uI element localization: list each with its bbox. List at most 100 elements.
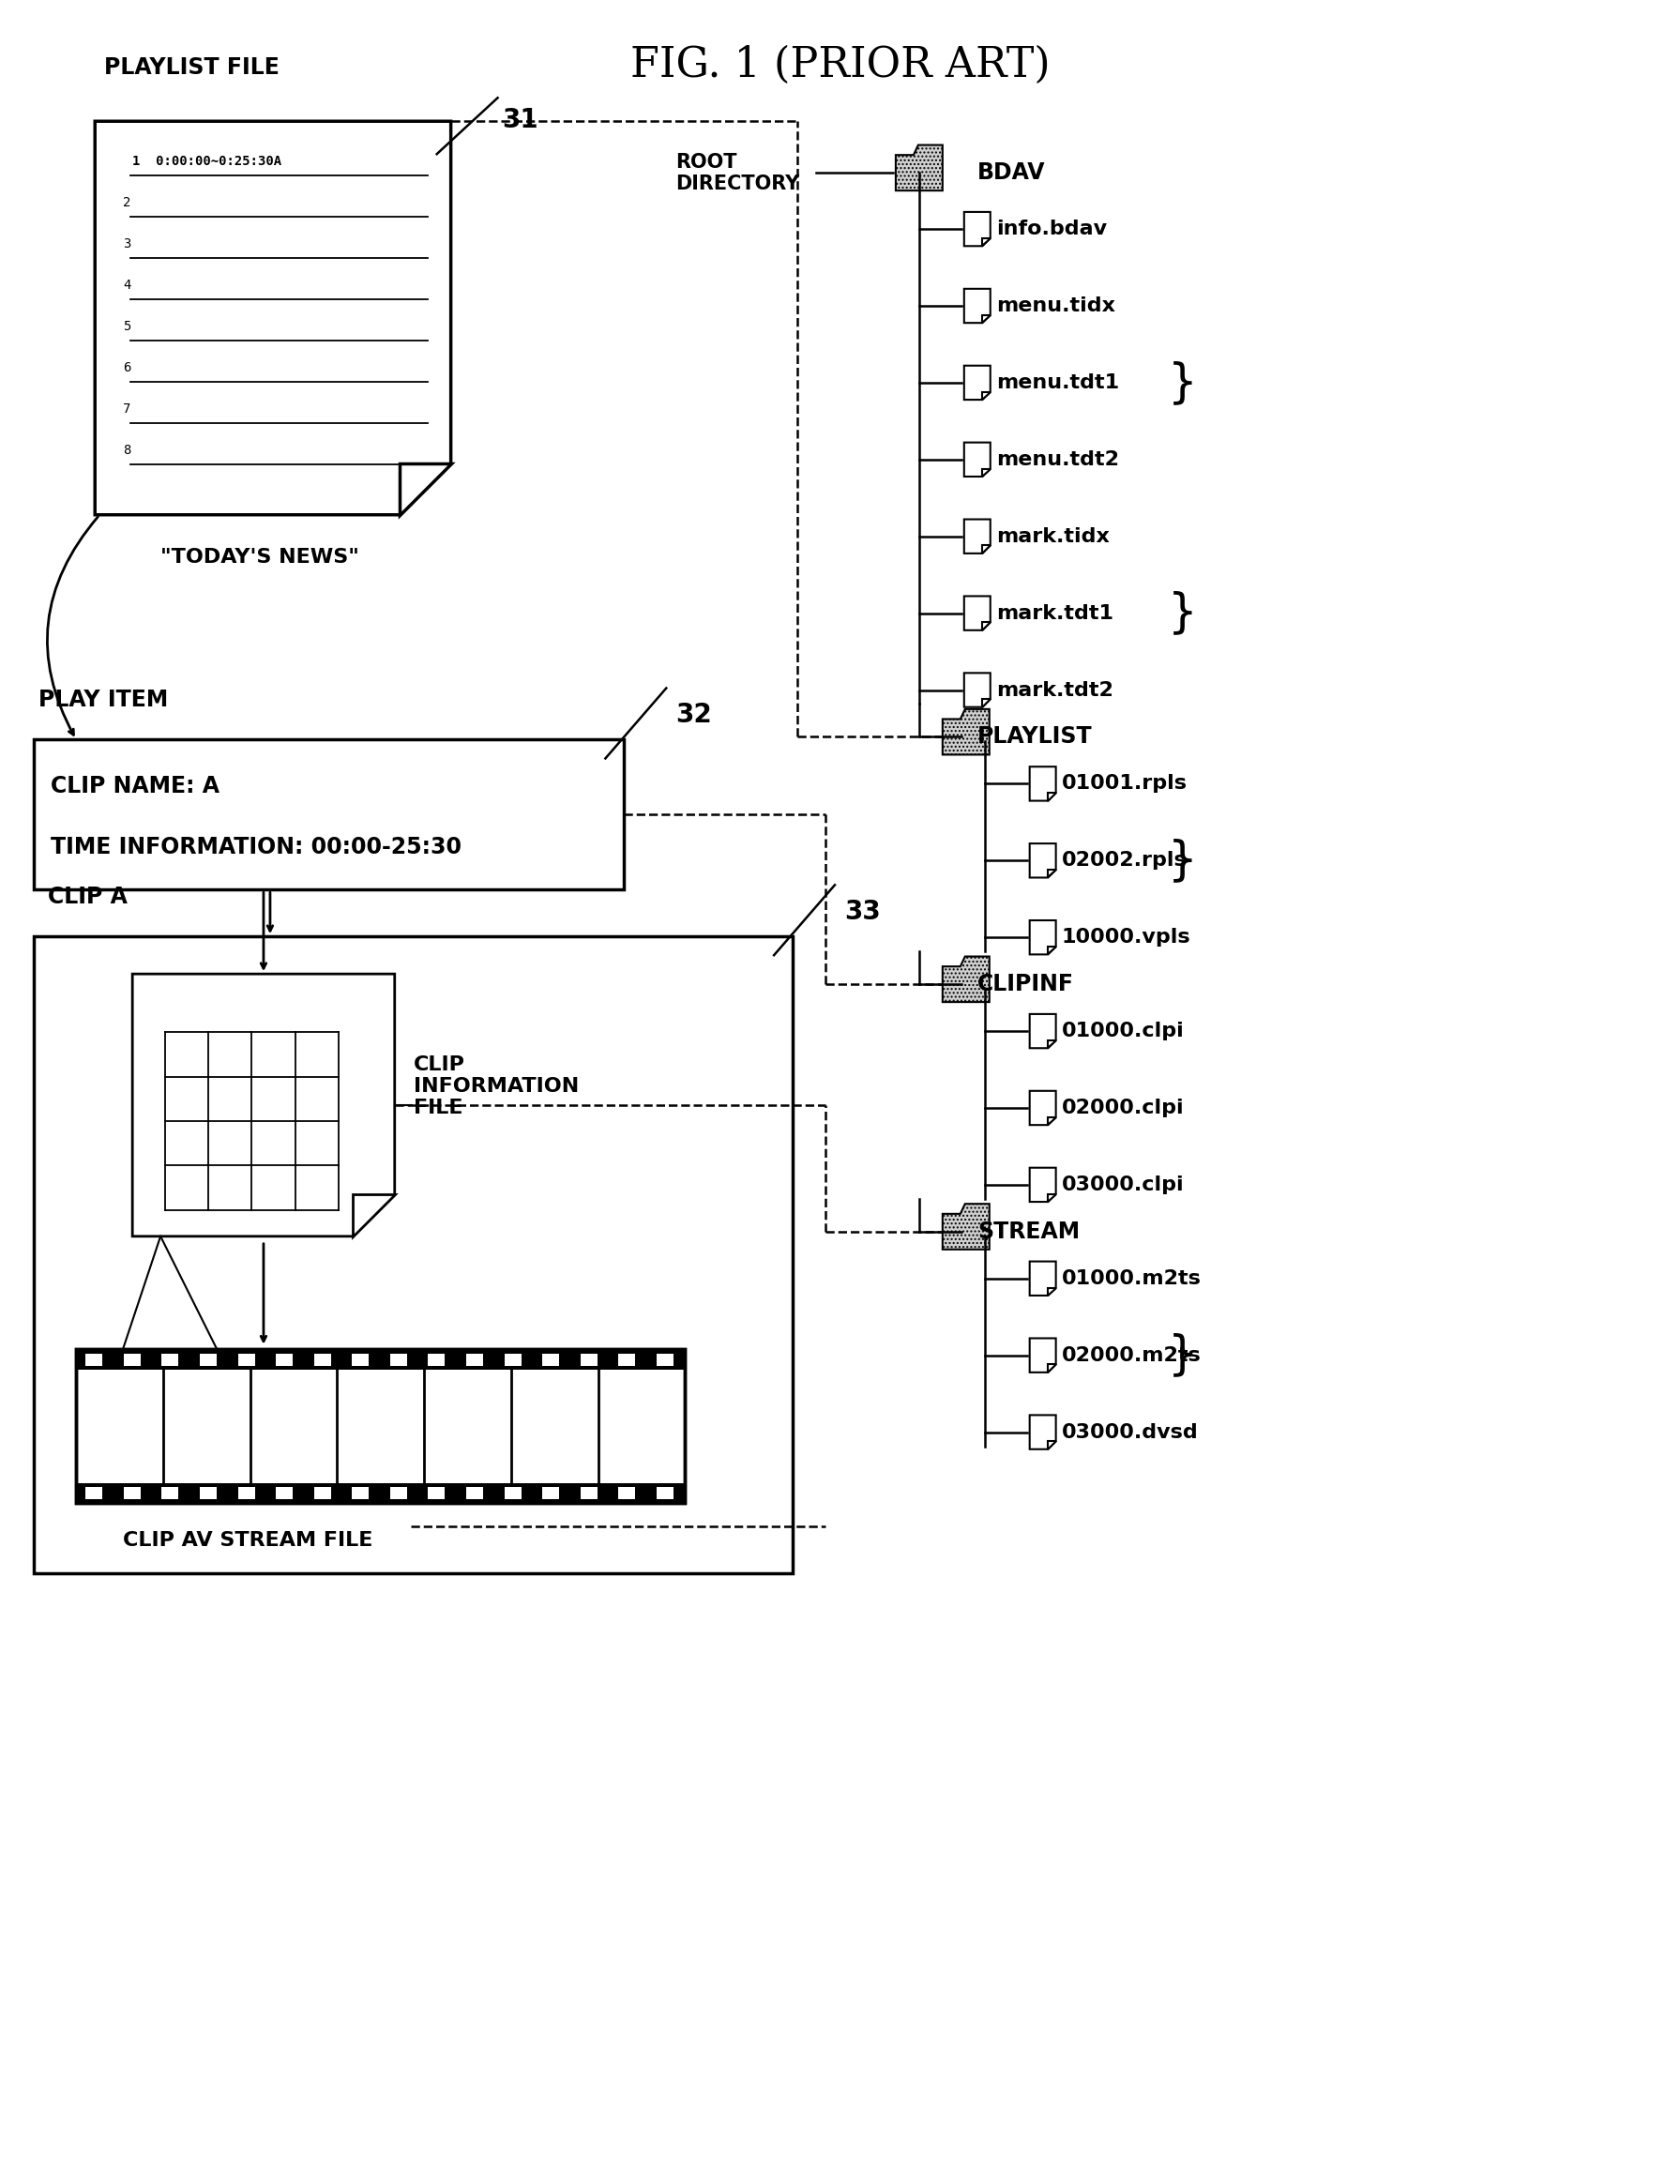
- Text: 4: 4: [123, 280, 131, 293]
- FancyBboxPatch shape: [353, 1354, 370, 1365]
- Text: 6: 6: [123, 360, 131, 373]
- Polygon shape: [1048, 1116, 1055, 1125]
- Polygon shape: [964, 443, 990, 476]
- FancyBboxPatch shape: [467, 1487, 484, 1500]
- Polygon shape: [983, 470, 990, 476]
- Text: 02000.m2ts: 02000.m2ts: [1062, 1345, 1201, 1365]
- Text: }: }: [1168, 839, 1198, 882]
- Text: 8: 8: [123, 443, 131, 456]
- Text: PLAYLIST: PLAYLIST: [978, 725, 1092, 749]
- FancyBboxPatch shape: [124, 1354, 141, 1365]
- Text: 02002.rpls: 02002.rpls: [1062, 852, 1188, 869]
- FancyBboxPatch shape: [86, 1354, 102, 1365]
- FancyBboxPatch shape: [618, 1487, 635, 1500]
- Text: 01000.clpi: 01000.clpi: [1062, 1022, 1184, 1040]
- Text: menu.tdt2: menu.tdt2: [996, 450, 1119, 470]
- FancyBboxPatch shape: [581, 1487, 598, 1500]
- Text: CLIP NAME: A: CLIP NAME: A: [50, 775, 220, 797]
- FancyBboxPatch shape: [504, 1487, 521, 1500]
- Polygon shape: [983, 699, 990, 708]
- Text: mark.tdt1: mark.tdt1: [996, 603, 1114, 622]
- Polygon shape: [1030, 1339, 1055, 1372]
- Polygon shape: [983, 391, 990, 400]
- Polygon shape: [983, 238, 990, 247]
- Text: 03000.clpi: 03000.clpi: [1062, 1175, 1184, 1195]
- Polygon shape: [942, 710, 990, 756]
- Text: "TODAY'S NEWS": "TODAY'S NEWS": [161, 548, 360, 566]
- Text: 2: 2: [123, 197, 131, 210]
- Polygon shape: [353, 1195, 395, 1236]
- Text: BDAV: BDAV: [978, 162, 1045, 183]
- Text: 01001.rpls: 01001.rpls: [1062, 775, 1188, 793]
- Text: 32: 32: [675, 703, 712, 729]
- FancyBboxPatch shape: [239, 1487, 255, 1500]
- Polygon shape: [964, 673, 990, 708]
- FancyBboxPatch shape: [314, 1354, 331, 1365]
- FancyBboxPatch shape: [34, 937, 793, 1575]
- Text: CLIP A: CLIP A: [49, 887, 128, 909]
- Text: menu.tidx: menu.tidx: [996, 297, 1116, 314]
- Polygon shape: [1030, 1415, 1055, 1450]
- Text: FIG. 1 (PRIOR ART): FIG. 1 (PRIOR ART): [630, 44, 1050, 85]
- Polygon shape: [1030, 1262, 1055, 1295]
- FancyBboxPatch shape: [314, 1487, 331, 1500]
- Polygon shape: [964, 596, 990, 631]
- FancyBboxPatch shape: [76, 1350, 685, 1503]
- FancyBboxPatch shape: [86, 1487, 102, 1500]
- Text: 5: 5: [123, 319, 131, 332]
- FancyBboxPatch shape: [657, 1487, 674, 1500]
- Text: CLIPINF: CLIPINF: [978, 974, 1074, 996]
- Text: 01000.m2ts: 01000.m2ts: [1062, 1269, 1201, 1289]
- Polygon shape: [1048, 1441, 1055, 1450]
- FancyBboxPatch shape: [239, 1354, 255, 1365]
- Polygon shape: [942, 1203, 990, 1249]
- Text: 02000.clpi: 02000.clpi: [1062, 1099, 1184, 1118]
- FancyBboxPatch shape: [200, 1487, 217, 1500]
- FancyBboxPatch shape: [390, 1354, 407, 1365]
- Text: 10000.vpls: 10000.vpls: [1062, 928, 1191, 948]
- FancyBboxPatch shape: [276, 1487, 292, 1500]
- Polygon shape: [1048, 1040, 1055, 1048]
- Polygon shape: [983, 314, 990, 323]
- Polygon shape: [1048, 793, 1055, 802]
- FancyBboxPatch shape: [161, 1487, 178, 1500]
- Polygon shape: [1048, 1289, 1055, 1295]
- Text: 03000.dvsd: 03000.dvsd: [1062, 1422, 1198, 1441]
- Polygon shape: [1048, 1365, 1055, 1372]
- Text: mark.tdt2: mark.tdt2: [996, 681, 1114, 699]
- FancyBboxPatch shape: [276, 1354, 292, 1365]
- Polygon shape: [983, 622, 990, 631]
- FancyBboxPatch shape: [581, 1354, 598, 1365]
- FancyBboxPatch shape: [124, 1487, 141, 1500]
- FancyBboxPatch shape: [161, 1354, 178, 1365]
- FancyBboxPatch shape: [618, 1354, 635, 1365]
- Text: STREAM: STREAM: [978, 1221, 1080, 1243]
- FancyBboxPatch shape: [467, 1354, 484, 1365]
- Text: PLAYLIST FILE: PLAYLIST FILE: [104, 57, 279, 79]
- Polygon shape: [1030, 919, 1055, 954]
- Text: 1  0:00:00~0:25:30A: 1 0:00:00~0:25:30A: [133, 155, 282, 168]
- Text: ROOT
DIRECTORY: ROOT DIRECTORY: [675, 153, 800, 192]
- Polygon shape: [964, 212, 990, 247]
- FancyBboxPatch shape: [34, 740, 625, 889]
- Polygon shape: [1030, 843, 1055, 878]
- Polygon shape: [1048, 1195, 1055, 1201]
- Text: }: }: [1168, 1332, 1198, 1378]
- Text: info.bdav: info.bdav: [996, 221, 1107, 238]
- FancyBboxPatch shape: [76, 1350, 685, 1369]
- Polygon shape: [942, 957, 990, 1002]
- Polygon shape: [1048, 869, 1055, 878]
- Text: 33: 33: [845, 900, 880, 926]
- FancyBboxPatch shape: [390, 1487, 407, 1500]
- Polygon shape: [983, 546, 990, 553]
- Polygon shape: [1048, 946, 1055, 954]
- Polygon shape: [1030, 1013, 1055, 1048]
- FancyBboxPatch shape: [353, 1487, 370, 1500]
- Text: CLIP
INFORMATION
FILE: CLIP INFORMATION FILE: [413, 1055, 578, 1118]
- Polygon shape: [96, 122, 450, 515]
- Text: 7: 7: [123, 402, 131, 415]
- Text: 3: 3: [123, 238, 131, 251]
- FancyBboxPatch shape: [504, 1354, 521, 1365]
- FancyBboxPatch shape: [76, 1483, 685, 1503]
- Text: TIME INFORMATION: 00:00-25:30: TIME INFORMATION: 00:00-25:30: [50, 836, 462, 858]
